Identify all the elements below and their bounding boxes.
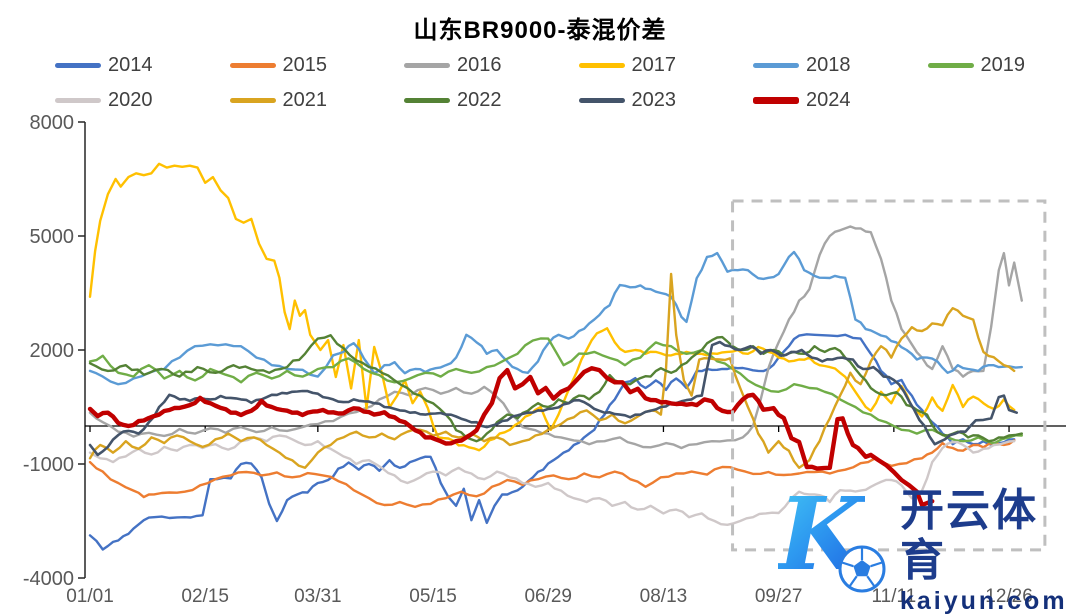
series-line-2021 [88, 272, 1016, 469]
y-tick-label: 5000 [30, 226, 75, 248]
series-line-2015 [88, 439, 1016, 509]
legend-item-2018[interactable]: 2018 [753, 53, 851, 77]
y-tick-label: -4000 [23, 568, 74, 590]
legend-swatch-2016 [404, 62, 450, 68]
legend-swatch-2021 [229, 97, 276, 103]
x-tick-label: 11/11 [871, 586, 916, 607]
legend-item-2022[interactable]: 2022 [404, 88, 502, 112]
legend-swatch-2020 [55, 97, 101, 103]
x-tick-label: 08/13 [640, 586, 688, 607]
legend-label: 2018 [806, 53, 851, 76]
legend-item-2020[interactable]: 2020 [55, 88, 153, 112]
highlight-box [731, 199, 1047, 552]
legend-swatch-2022 [404, 97, 450, 103]
legend-item-2024[interactable]: 2024 [753, 88, 851, 112]
legend-item-2014[interactable]: 2014 [55, 53, 153, 77]
legend-label: 2024 [806, 88, 851, 111]
x-tick-label: 09/27 [755, 586, 803, 607]
x-tick-label: 12/26 [985, 586, 1033, 607]
watermark: K 开云体育 kaiyun.com [778, 479, 1078, 615]
legend-label: 2021 [282, 88, 328, 111]
series-line-2022 [88, 334, 1023, 443]
y-tick-label: -1000 [23, 454, 74, 476]
x-tick-label: 06/29 [524, 586, 572, 607]
legend-item-2016[interactable]: 2016 [404, 53, 502, 77]
x-tick-label: 01/01 [66, 586, 114, 607]
y-tick-label: 2000 [30, 340, 75, 362]
legend-swatch-2018 [753, 62, 799, 68]
legend: 2014 2015 2016 2017 2018 2019 2020 2021 2022 2023… [0, 0, 1080, 120]
legend-swatch-2014 [55, 62, 101, 68]
legend-label: 2020 [108, 88, 153, 111]
soccer-ball-icon [838, 545, 886, 593]
series-line-2019 [88, 337, 1023, 445]
legend-item-2015[interactable]: 2015 [229, 53, 328, 77]
x-tick-label: 05/15 [409, 586, 457, 607]
x-tick-label: 02/15 [181, 586, 229, 607]
watermark-domain: kaiyun.com [900, 587, 1068, 615]
legend-swatch-2017 [578, 62, 625, 68]
legend-item-2023[interactable]: 2023 [578, 88, 677, 112]
legend-label: 2016 [457, 53, 502, 76]
legend-label: 2023 [631, 88, 677, 111]
legend-item-2017[interactable]: 2017 [578, 53, 677, 77]
series-line-2017 [88, 162, 1016, 452]
legend-label: 2017 [631, 53, 677, 76]
series-line-2016 [88, 225, 1023, 450]
chart-title: 山东BR9000-泰混价差 [413, 17, 667, 44]
watermark-brand: 开云体育 [900, 486, 1038, 585]
series-line-2014 [88, 333, 1016, 551]
y-tick-label: 8000 [30, 112, 75, 134]
legend-item-2019[interactable]: 2019 [927, 53, 1026, 77]
legend-swatch-2023 [578, 97, 625, 103]
kaiyun-logo: K [778, 479, 896, 607]
x-tick-label: 03/31 [294, 586, 342, 607]
series-line-2023 [88, 340, 1019, 457]
legend-item-2021[interactable]: 2021 [229, 88, 328, 112]
legend-swatch-2024 [753, 96, 799, 104]
series-line-2024 [87, 366, 935, 508]
legend-label: 2022 [457, 88, 502, 111]
legend-label: 2014 [108, 53, 153, 76]
watermark-text: 开云体育 kaiyun.com [900, 486, 1078, 616]
legend-label: 2015 [282, 53, 328, 76]
legend-swatch-2015 [229, 62, 276, 68]
series-line-2018 [88, 250, 1023, 386]
legend-swatch-2019 [927, 62, 974, 68]
legend-label: 2019 [980, 53, 1026, 76]
